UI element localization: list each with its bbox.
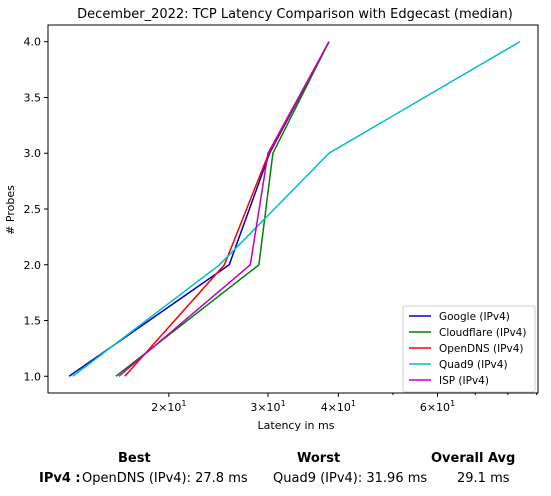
y-tick-label: 2.0 <box>24 259 42 272</box>
x-tick-label: 2×101 <box>151 399 186 414</box>
summary-avg-header: Overall Avg <box>431 451 516 466</box>
legend-label: Cloudflare (IPv4) <box>439 327 526 339</box>
y-tick-label: 3.0 <box>24 147 42 160</box>
summary-best-header: Best <box>118 451 151 466</box>
legend-box <box>402 305 536 393</box>
x-tick-label: 3×101 <box>250 399 285 414</box>
x-axis-label: Latency in ms <box>258 419 335 432</box>
y-tick-label: 2.5 <box>24 203 42 216</box>
legend-label: ISP (IPv4) <box>439 375 489 387</box>
summary-row-label: IPv4 : <box>39 471 81 486</box>
y-tick-label: 4.0 <box>24 36 42 49</box>
latency-chart: December_2022: TCP Latency Comparison wi… <box>4 7 539 432</box>
series-line-3 <box>72 41 521 377</box>
series-line-4 <box>118 41 330 377</box>
y-tick-label: 3.5 <box>24 91 42 104</box>
summary-worst-header: Worst <box>297 451 341 466</box>
chart-title: December_2022: TCP Latency Comparison wi… <box>77 7 513 22</box>
legend-label: Quad9 (IPv4) <box>439 359 508 371</box>
series-line-0 <box>68 41 330 377</box>
y-axis-label: # Probes <box>4 185 17 235</box>
summary-avg-value: 29.1 ms <box>457 471 510 486</box>
plot-frame <box>47 24 539 394</box>
legend-label: Google (IPv4) <box>439 311 510 323</box>
x-tick-label: 4×101 <box>321 399 356 414</box>
legend-label: OpenDNS (IPv4) <box>439 343 524 355</box>
series-line-2 <box>124 41 330 377</box>
summary-best-value: OpenDNS (IPv4): 27.8 ms <box>82 471 248 486</box>
y-tick-label: 1.5 <box>24 315 42 328</box>
series-line-1 <box>115 41 330 377</box>
summary-worst-value: Quad9 (IPv4): 31.96 ms <box>273 471 428 486</box>
legend: Google (IPv4) Cloudflare (IPv4) OpenDNS (I… <box>402 305 536 393</box>
y-tick-label: 1.0 <box>24 370 42 383</box>
x-tick-label: 6×101 <box>420 399 455 414</box>
